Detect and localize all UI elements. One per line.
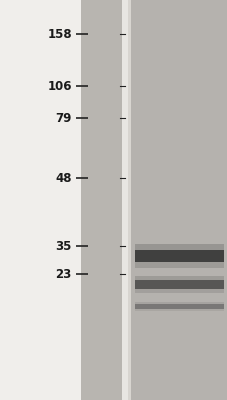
Bar [134, 244, 223, 250]
Bar [134, 250, 223, 262]
Bar [134, 304, 223, 309]
Bar [131, 0, 227, 400]
Text: 158: 158 [47, 28, 72, 40]
Bar [0, 0, 81, 400]
Bar [134, 309, 223, 311]
Text: 106: 106 [47, 80, 72, 92]
Bar [81, 0, 121, 400]
Bar [134, 276, 223, 280]
Bar [134, 302, 223, 304]
Text: 48: 48 [55, 172, 72, 184]
Bar [134, 289, 223, 293]
Bar [134, 280, 223, 289]
Bar [121, 0, 128, 400]
Text: 35: 35 [55, 240, 72, 252]
Text: 23: 23 [55, 268, 72, 280]
Text: 79: 79 [55, 112, 72, 124]
Bar [134, 262, 223, 268]
